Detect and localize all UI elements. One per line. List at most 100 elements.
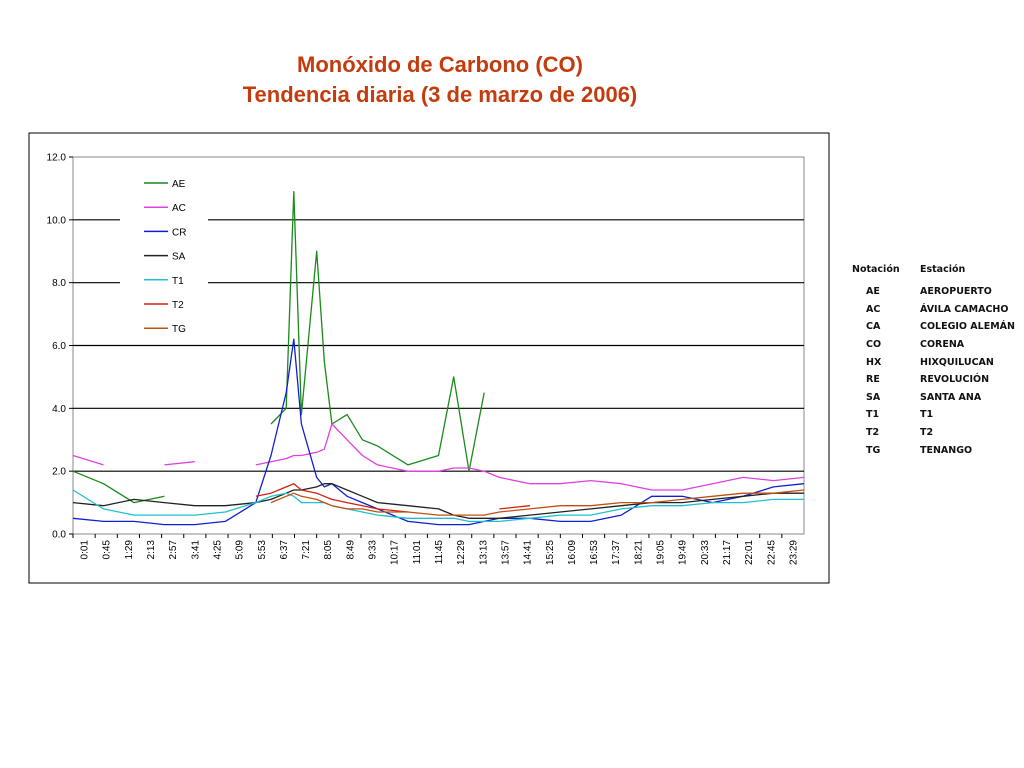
y-tick-label: 6.0 (52, 341, 66, 352)
x-tick-label: 0:01 (80, 540, 91, 560)
chart-title: Monóxido de Carbono (CO) Tendencia diari… (100, 50, 780, 110)
series-line-ac (255, 423, 805, 491)
x-tick-label: 8:49 (345, 540, 356, 560)
header-station: Estación (920, 264, 966, 275)
legend-label: AC (172, 203, 186, 214)
series-line-tg (270, 489, 805, 516)
x-tick-label: 5:09 (235, 540, 246, 560)
notation-cell: CO (866, 339, 882, 351)
station-cell: T1 (920, 409, 934, 421)
x-tick-label: 17:37 (611, 540, 622, 565)
x-tick-label: 6:37 (279, 540, 290, 560)
series-line-ae (72, 470, 165, 504)
station-cell: HIXQUILUCAN (920, 356, 994, 368)
table-row: SA SANTA ANA (846, 389, 1015, 407)
x-tick-label: 7:21 (301, 540, 312, 560)
x-tick-label: 20:33 (700, 540, 711, 565)
x-tick-label: 12:29 (456, 540, 467, 565)
x-tick-label: 16:53 (589, 540, 600, 565)
co-trend-chart: 0.0 2.0 4.0 6.0 8.0 10.0 12.0 0:01 0:45 1:29 2:13… (28, 132, 830, 584)
x-tick-label: 10:17 (390, 540, 401, 565)
table-row: T2 T2 (846, 424, 1015, 442)
table-row: T1 T1 (846, 406, 1015, 424)
station-cell: TENANGO (920, 444, 973, 456)
notation-cell: AC (866, 303, 881, 315)
notation-cell: AE (866, 286, 880, 298)
series-lines (72, 190, 805, 526)
x-tick-label: 15:25 (545, 540, 556, 565)
legend-label: AE (172, 179, 186, 190)
station-cell: COLEGIO ALEMÁN (920, 321, 1015, 333)
station-table-header: Notación Estación (846, 264, 1015, 283)
notation-cell: CA (866, 321, 881, 333)
table-row: HX HIXQUILUCAN (846, 353, 1015, 371)
legend-box (120, 168, 208, 340)
station-cell: T2 (920, 427, 934, 439)
y-tick-label: 2.0 (52, 467, 66, 478)
legend-label: SA (172, 252, 186, 263)
x-tick-label: 22:45 (766, 540, 777, 565)
notation-cell: TG (866, 444, 881, 456)
x-tick-label: 1:29 (124, 540, 135, 560)
y-tick-label: 12.0 (47, 153, 67, 164)
x-tick-label: 13:13 (478, 540, 489, 565)
series-line-sa (72, 483, 804, 519)
legend-label: CR (172, 227, 186, 238)
header-notation: Notación (852, 264, 900, 275)
x-tick-label: 13:57 (500, 540, 511, 565)
x-tick-label: 16:09 (567, 540, 578, 565)
x-tick-label: 14:41 (523, 540, 534, 565)
x-tick-label: 19:05 (656, 540, 667, 565)
station-table: Notación Estación AE AEROPUERTO AC ÁVILA C… (846, 264, 1015, 459)
y-tick-label: 0.0 (52, 530, 66, 541)
y-tick-label: 8.0 (52, 278, 66, 289)
station-cell: REVOLUCIÓN (920, 374, 990, 386)
notation-cell: SA (866, 391, 881, 403)
table-row: TG TENANGO (846, 441, 1015, 459)
legend: AE AC CR SA T1 T2 TG (120, 168, 208, 340)
x-tick-label: 23:29 (788, 540, 799, 565)
table-row: CA COLEGIO ALEMÁN (846, 318, 1015, 336)
series-line-t2 (255, 483, 409, 513)
notation-cell: HX (866, 356, 882, 368)
legend-label: T2 (172, 300, 184, 311)
table-row: AC ÁVILA CAMACHO (846, 301, 1015, 319)
series-line-ac (72, 454, 104, 466)
x-tick-label: 2:13 (146, 540, 157, 560)
x-tick-label: 2:57 (168, 540, 179, 560)
x-tick-label: 9:33 (368, 540, 379, 560)
y-axis-ticks: 0.0 2.0 4.0 6.0 8.0 10.0 12.0 (47, 153, 73, 541)
x-tick-label: 4:25 (212, 540, 223, 560)
y-tick-label: 4.0 (52, 404, 66, 415)
y-tick-label: 10.0 (47, 215, 67, 226)
table-row: RE REVOLUCIÓN (846, 371, 1015, 389)
x-tick-label: 5:53 (257, 540, 268, 560)
notation-cell: RE (866, 374, 880, 386)
x-tick-label: 18:21 (633, 540, 644, 565)
x-tick-label: 19:49 (678, 540, 689, 565)
station-cell: SANTA ANA (920, 391, 982, 403)
x-tick-label: 11:01 (412, 540, 423, 565)
station-cell: AEROPUERTO (920, 286, 992, 298)
chart-title-line1: Monóxido de Carbono (CO) (297, 52, 583, 77)
legend-label: TG (172, 324, 186, 335)
x-tick-label: 22:01 (744, 540, 755, 565)
x-tick-label: 0:45 (102, 540, 113, 560)
notation-cell: T1 (866, 409, 880, 421)
series-line-t1 (72, 489, 804, 523)
series-line-ae (270, 190, 485, 472)
table-row: CO CORENA (846, 336, 1015, 354)
station-cell: CORENA (920, 339, 965, 351)
legend-label: T1 (172, 276, 184, 287)
x-tick-label: 8:05 (323, 540, 334, 560)
chart-title-line2: Tendencia diaria (3 de marzo de 2006) (242, 82, 638, 107)
x-tick-label: 21:17 (722, 540, 733, 565)
notation-cell: T2 (866, 427, 880, 439)
table-row: AE AEROPUERTO (846, 283, 1015, 301)
series-line-t2 (499, 505, 530, 510)
x-axis-ticks: 0:01 0:45 1:29 2:13 2:57 3:41 4:25 5:09 5:53 6:37… (72, 534, 799, 565)
x-tick-label: 11:45 (434, 540, 445, 565)
series-line-ac (164, 461, 195, 466)
station-cell: ÁVILA CAMACHO (920, 303, 1009, 315)
x-tick-label: 3:41 (190, 540, 201, 560)
